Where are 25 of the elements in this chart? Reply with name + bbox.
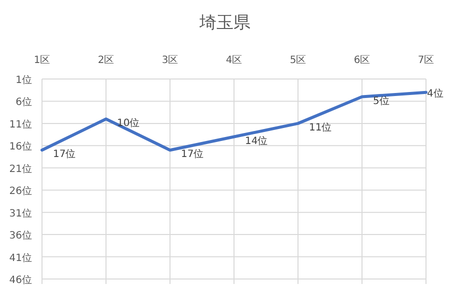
y-tick-label: 21位: [9, 162, 32, 175]
data-label: 17位: [181, 148, 204, 160]
x-tick-label: 1区: [34, 55, 50, 66]
data-label: 4位: [427, 87, 444, 100]
data-label: 10位: [117, 117, 140, 129]
data-label: 5位: [373, 94, 390, 107]
data-label: 14位: [245, 134, 268, 147]
x-tick-label: 6区: [354, 55, 370, 66]
data-label: 11位: [309, 121, 332, 134]
x-tick-label: 3区: [162, 55, 178, 66]
x-tick-label: 7区: [418, 55, 434, 66]
data-label: 17位: [53, 148, 76, 160]
y-tick-label: 6位: [16, 96, 32, 108]
x-tick-label: 5区: [290, 55, 306, 66]
x-tick-label: 2区: [98, 55, 114, 66]
title: 埼玉県: [200, 13, 250, 33]
x-tick-label: 4区: [226, 55, 242, 66]
y-tick-label: 41位: [9, 252, 32, 264]
y-tick-label: 11位: [9, 118, 32, 130]
y-tick-label: 1位: [16, 74, 32, 86]
y-tick-label: 36位: [9, 230, 32, 242]
y-tick-label: 46位: [9, 274, 32, 286]
y-tick-label: 16位: [9, 140, 32, 153]
y-tick-label: 26位: [9, 185, 32, 198]
y-tick-label: 31位: [9, 207, 32, 220]
